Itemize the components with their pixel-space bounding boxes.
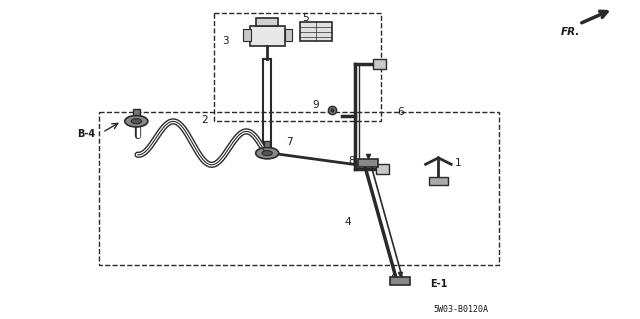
Text: B-4: B-4 [77,129,95,139]
Bar [285,29,292,41]
Text: 5W03-B0120A: 5W03-B0120A [433,305,488,314]
Text: 9: 9 [312,100,319,110]
Bar [99,112,499,265]
Bar [373,59,386,69]
Bar [256,18,278,26]
Text: 7: 7 [287,137,293,147]
Text: 8: 8 [349,156,355,166]
Bar [264,141,270,147]
Circle shape [125,115,148,127]
Text: FR.: FR. [561,27,580,37]
Bar [358,159,378,167]
Bar [243,29,251,41]
Bar [429,177,448,185]
Circle shape [256,147,279,159]
Bar [390,277,410,285]
Text: 8: 8 [390,274,397,284]
Text: 7: 7 [128,119,134,130]
Bar [300,22,332,41]
Text: 3: 3 [223,36,229,47]
Circle shape [262,151,273,156]
Bar [214,13,381,121]
Text: 1: 1 [454,158,461,168]
Text: 5: 5 [303,12,309,23]
Bar [376,164,389,174]
Text: 6: 6 [397,107,403,117]
Bar [133,109,140,115]
Circle shape [131,119,141,124]
Text: E-1: E-1 [430,279,447,289]
Text: 2: 2 [202,115,208,125]
Text: 4: 4 [344,217,351,227]
Bar [250,26,285,46]
